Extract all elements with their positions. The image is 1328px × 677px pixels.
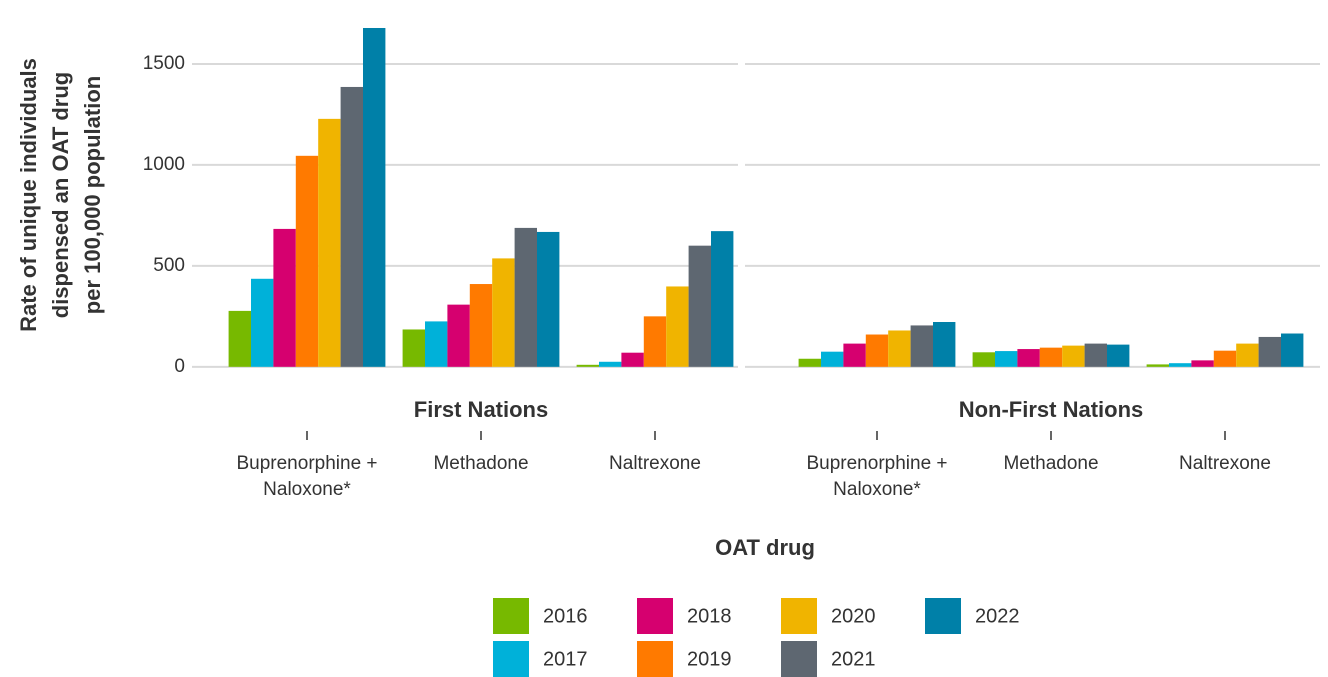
bar bbox=[363, 27, 386, 367]
y-axis-label: per 100,000 population bbox=[80, 76, 105, 314]
legend-label: 2017 bbox=[543, 648, 588, 670]
legend-swatch bbox=[637, 598, 673, 634]
bar bbox=[821, 351, 844, 367]
bar bbox=[798, 358, 821, 367]
bar bbox=[933, 321, 956, 367]
x-tick-label: Methadone bbox=[433, 453, 529, 474]
bar bbox=[576, 364, 599, 367]
x-tick-label: Buprenorphine + Naloxone* bbox=[236, 453, 378, 500]
bar bbox=[599, 361, 622, 367]
bar bbox=[1039, 347, 1063, 367]
bar bbox=[1236, 343, 1259, 367]
bar bbox=[318, 118, 341, 367]
bar bbox=[1213, 350, 1237, 367]
bar bbox=[711, 231, 734, 367]
legend-label: 2022 bbox=[975, 605, 1020, 627]
bar bbox=[492, 258, 515, 367]
x-tick-label: Methadone bbox=[1003, 453, 1099, 474]
bar bbox=[295, 155, 319, 367]
bar bbox=[888, 330, 911, 367]
bar bbox=[910, 325, 933, 367]
bar bbox=[1084, 343, 1107, 367]
bar bbox=[1281, 333, 1304, 367]
y-tick-label: 0 bbox=[174, 356, 185, 377]
bar bbox=[995, 351, 1018, 367]
y-axis-label: dispensed an OAT drug bbox=[48, 72, 73, 319]
y-tick-label: 500 bbox=[153, 255, 185, 276]
legend-swatch bbox=[925, 598, 961, 634]
y-axis-label: Rate of unique individuals bbox=[16, 58, 41, 332]
legend-label: 2019 bbox=[687, 648, 732, 670]
bar bbox=[273, 228, 296, 367]
bar bbox=[1107, 344, 1130, 367]
bar bbox=[666, 286, 689, 367]
legend-label: 2021 bbox=[831, 648, 876, 670]
bar bbox=[972, 352, 995, 367]
bar bbox=[537, 231, 560, 367]
bar bbox=[425, 321, 448, 367]
bar bbox=[340, 86, 363, 367]
bar bbox=[843, 343, 866, 367]
x-axis-label: OAT drug bbox=[715, 535, 815, 560]
bar bbox=[447, 304, 470, 367]
bar bbox=[643, 316, 667, 367]
legend-label: 2020 bbox=[831, 605, 876, 627]
bar bbox=[1017, 349, 1040, 367]
bar bbox=[1258, 336, 1281, 367]
y-tick-label: 1500 bbox=[143, 53, 185, 74]
y-tick-label: 1000 bbox=[143, 154, 185, 175]
legend-label: 2018 bbox=[687, 605, 732, 627]
bar bbox=[228, 310, 251, 367]
legend-swatch bbox=[493, 641, 529, 677]
bar bbox=[514, 227, 537, 367]
facet-title: Non-First Nations bbox=[959, 397, 1144, 422]
legend-label: 2016 bbox=[543, 605, 588, 627]
legend-swatch bbox=[637, 641, 673, 677]
bar bbox=[1191, 360, 1214, 367]
legend-swatch bbox=[781, 598, 817, 634]
facet-title: First Nations bbox=[414, 397, 548, 422]
bar bbox=[469, 284, 493, 367]
x-tick-label: Naltrexone bbox=[1179, 453, 1271, 474]
bar bbox=[1146, 364, 1169, 367]
x-tick-label: Naltrexone bbox=[609, 453, 701, 474]
legend-swatch bbox=[493, 598, 529, 634]
bar bbox=[865, 334, 889, 367]
bar bbox=[688, 245, 711, 367]
bar bbox=[402, 329, 425, 367]
x-tick-label: Buprenorphine + Naloxone* bbox=[806, 453, 948, 500]
bar bbox=[251, 278, 274, 367]
bar bbox=[1169, 363, 1192, 367]
legend-swatch bbox=[781, 641, 817, 677]
bar bbox=[1062, 345, 1085, 367]
bar bbox=[621, 352, 644, 367]
